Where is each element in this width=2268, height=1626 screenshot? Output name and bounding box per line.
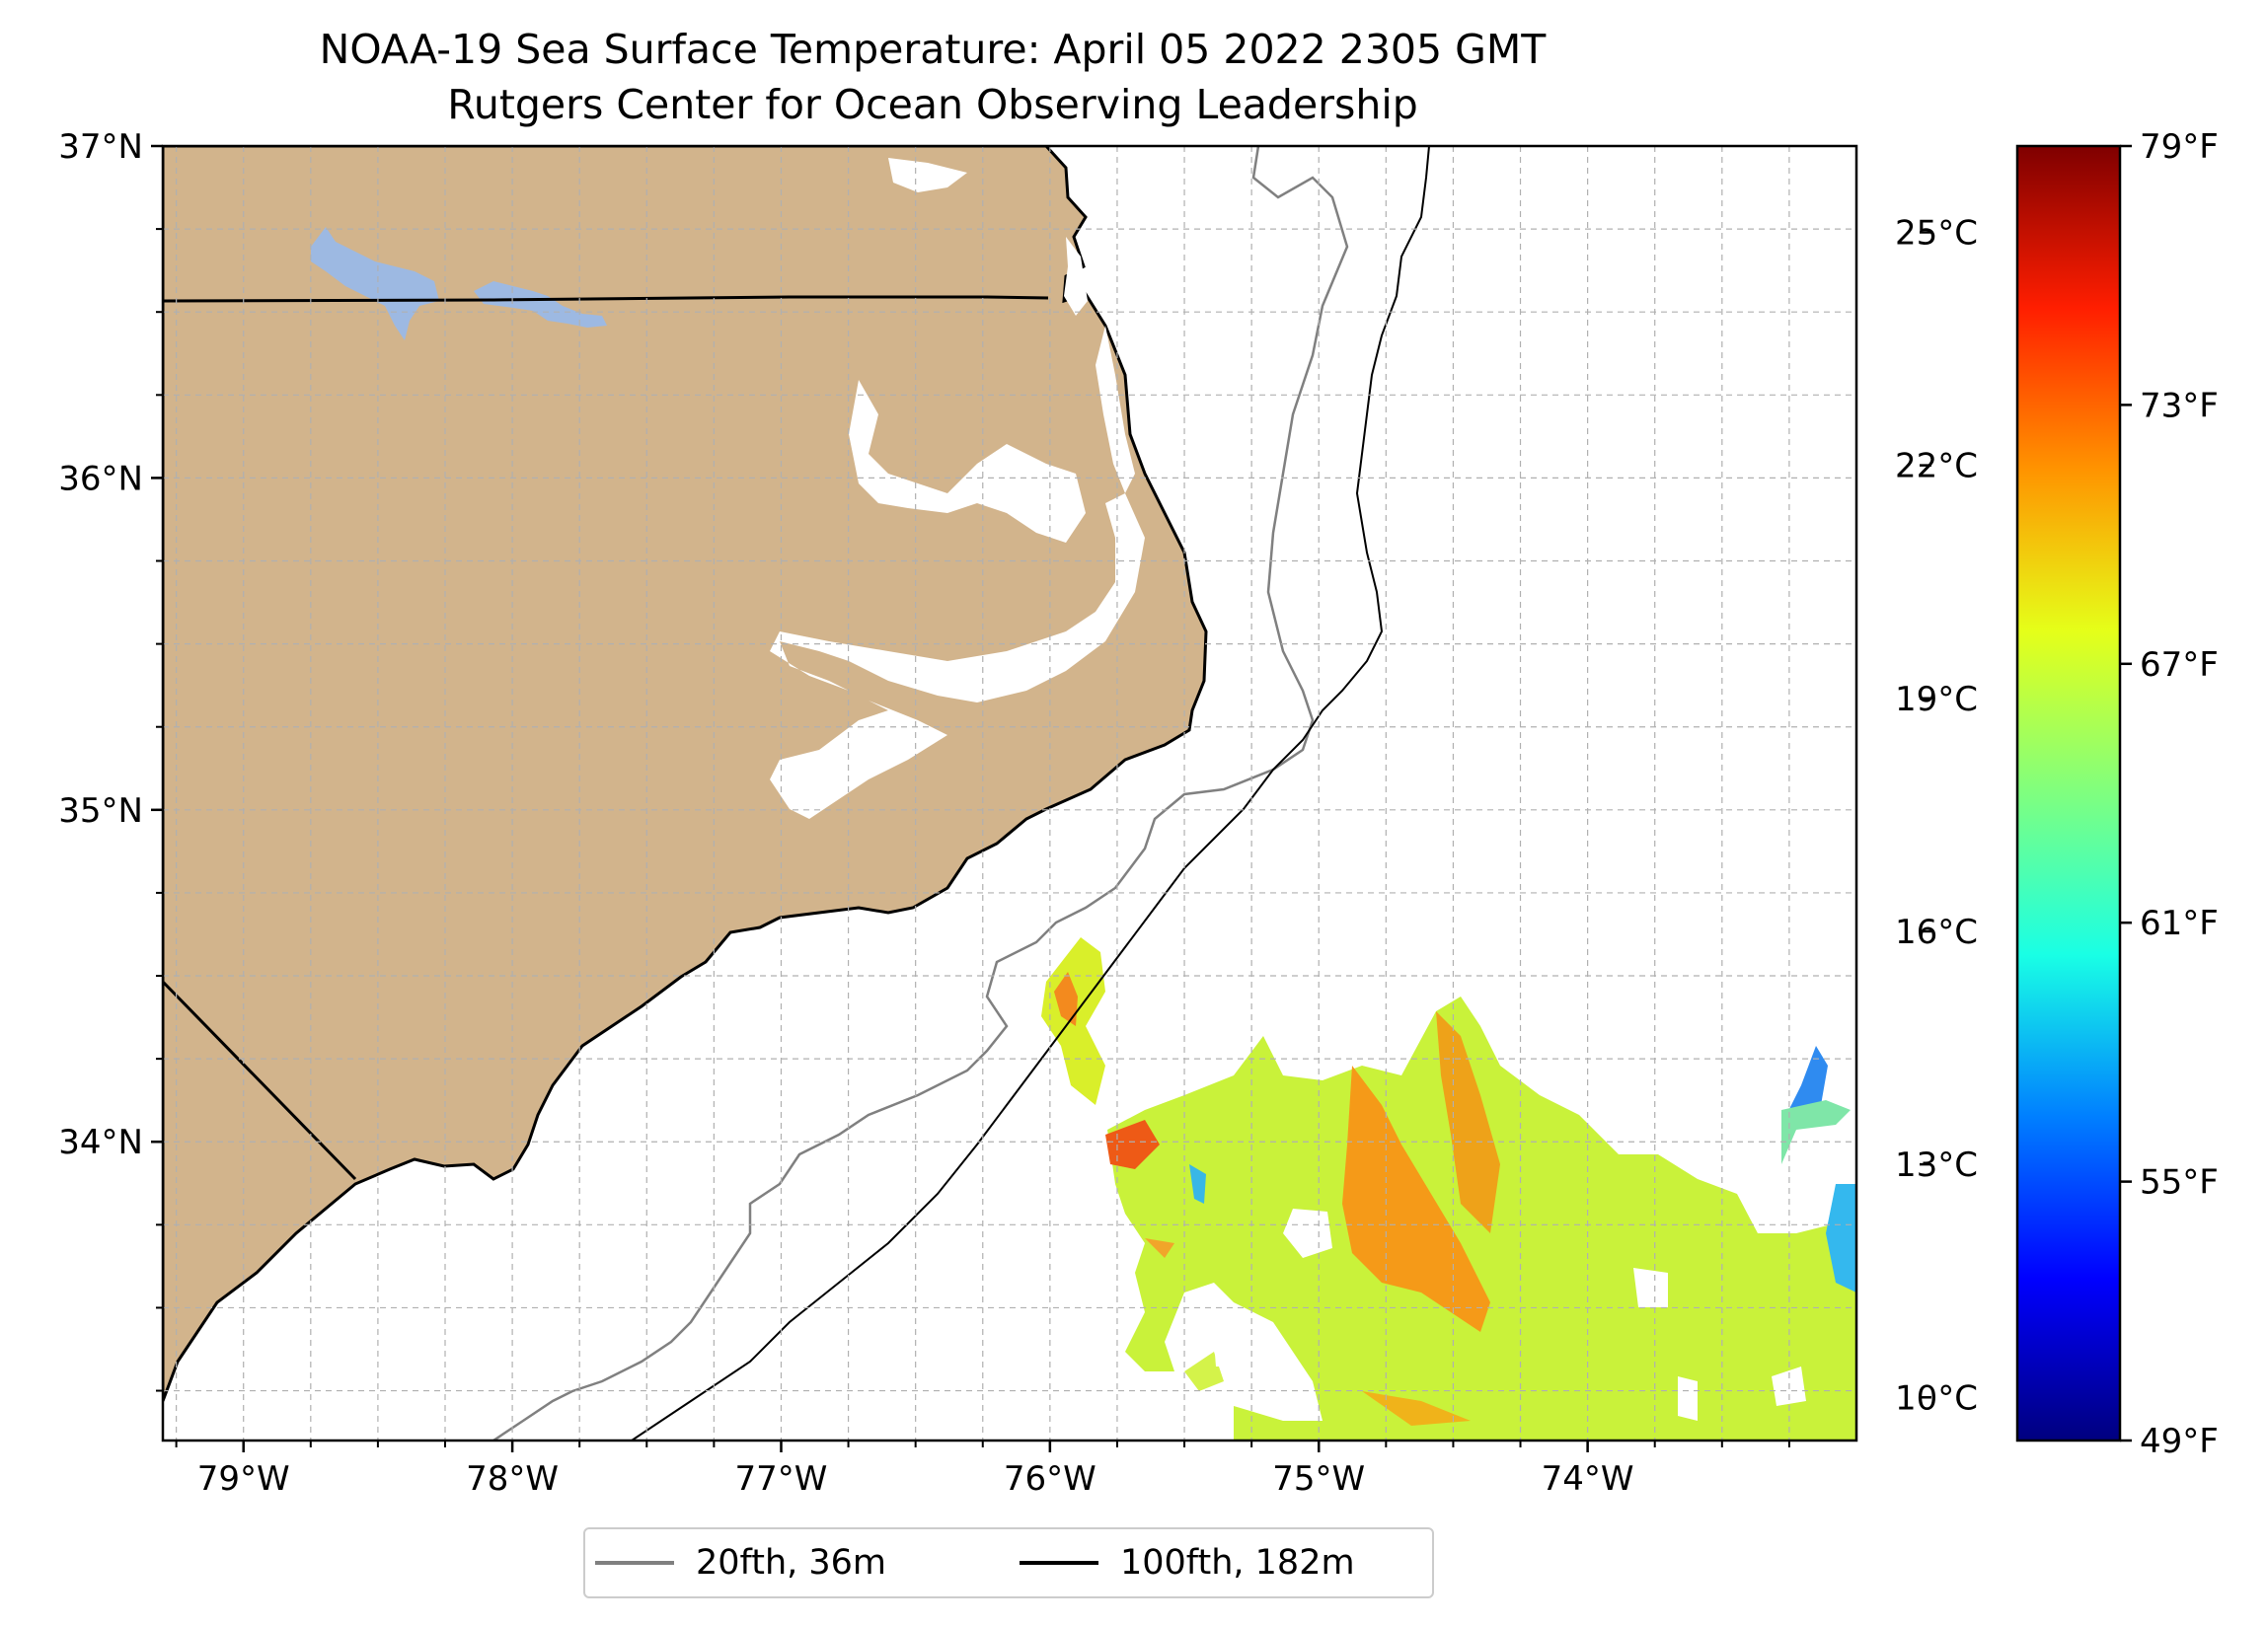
fahrenheit-tick-label: 79°F — [2140, 127, 2219, 167]
land-north-carolina — [163, 146, 1208, 1402]
lon-tick-label: 77°W — [735, 1459, 828, 1499]
sst-patch-warm-streak — [1436, 1011, 1500, 1233]
map-subtitle: Rutgers Center for Ocean Observing Leade… — [447, 81, 1418, 128]
lon-tick-label: 79°W — [197, 1459, 290, 1499]
isobath-20fth — [492, 146, 1349, 1441]
sst-hole-1 — [1283, 1209, 1332, 1258]
sst-patch-south-warm — [1362, 1391, 1471, 1426]
legend-label-100fth: 100fth, 182m — [1120, 1543, 1355, 1583]
lat-tick-label: 37°N — [58, 127, 143, 167]
lon-tick-label: 76°W — [1004, 1459, 1096, 1499]
sound-currituck — [1096, 326, 1135, 493]
legend-item-100fth: 100fth, 182m — [1020, 1529, 1355, 1596]
colorbar-fahrenheit-axis: 79°F 73°F 67°F 61°F 55°F 49°F — [2120, 127, 2219, 1461]
colorbar-celsius-axis: 25°C 22°C 19°C 16°C 13°C 10°C — [1895, 213, 1978, 1418]
border-nc-sc — [163, 980, 357, 1181]
fahrenheit-tick-label: 49°F — [2140, 1422, 2219, 1461]
sound-pamlico — [770, 493, 1145, 819]
legend-swatch-100fth — [1020, 1561, 1098, 1565]
celsius-tick-label: 25°C — [1895, 213, 1978, 253]
fahrenheit-tick-label: 73°F — [2140, 386, 2219, 425]
fahrenheit-tick-label: 55°F — [2140, 1163, 2219, 1203]
map-frame — [161, 144, 1858, 1442]
colorbar: 25°C 22°C 19°C 16°C 13°C 10°C 79°F 73°F 67°F 61°… — [1895, 127, 2219, 1461]
sound-albemarle — [849, 380, 1086, 543]
celsius-tick-label: 13°C — [1895, 1146, 1978, 1185]
sst-hole-4 — [1214, 1342, 1244, 1367]
isobaths — [492, 146, 1430, 1441]
celsius-tick-label: 16°C — [1895, 913, 1978, 952]
map-legend: 20fth, 36m 100fth, 182m — [583, 1527, 1434, 1598]
border-nc-va — [163, 295, 1049, 303]
map-title: NOAA-19 Sea Surface Temperature: April 0… — [319, 26, 1547, 73]
celsius-tick-label: 22°C — [1895, 447, 1978, 486]
colorbar-gradient — [2015, 144, 2122, 1442]
sst-patch-cool-east — [1826, 1184, 1856, 1293]
fahrenheit-tick-label: 67°F — [2140, 645, 2219, 685]
sst-hole-2 — [1633, 1268, 1668, 1307]
sound-inlet — [888, 158, 967, 192]
lake-gaston — [474, 281, 607, 328]
state-borders — [163, 295, 1049, 1181]
lon-tick-label: 74°W — [1542, 1459, 1634, 1499]
lat-tick-label: 34°N — [58, 1123, 143, 1162]
legend-label-20fth: 20fth, 36m — [696, 1543, 887, 1583]
sst-patch-small-b — [1184, 1352, 1224, 1391]
legend-item-20fth: 20fth, 36m — [595, 1529, 886, 1596]
graticule — [163, 146, 1856, 1441]
sst-patch-warm-west — [1105, 1120, 1160, 1169]
map-axes: 79°W 78°W 77°W 76°W 75°W 74°W 37°N 36°N 35°N 34°N — [58, 127, 1790, 1499]
sst-patch-small-a — [1145, 1238, 1174, 1258]
lon-tick-label: 75°W — [1272, 1459, 1365, 1499]
celsius-tick-label: 10°C — [1895, 1378, 1978, 1418]
lat-tick-label: 35°N — [58, 791, 143, 831]
sst-hole-5 — [1678, 1376, 1698, 1421]
lat-tick-label: 36°N — [58, 459, 143, 498]
fahrenheit-tick-label: 61°F — [2140, 904, 2219, 943]
sst-patch-cool-west — [1189, 1164, 1206, 1204]
sst-patch-cool-ne2 — [1781, 1100, 1851, 1164]
legend-swatch-20fth — [595, 1561, 674, 1565]
isobath-100fth — [631, 146, 1430, 1441]
sound-back-bay — [1064, 237, 1088, 316]
lon-tick-label: 78°W — [466, 1459, 559, 1499]
sst-patch-nearshore-warm — [1054, 972, 1078, 1026]
land-layer — [163, 146, 1208, 1402]
celsius-tick-label: 19°C — [1895, 680, 1978, 719]
sst-data-layer — [1041, 937, 1856, 1441]
